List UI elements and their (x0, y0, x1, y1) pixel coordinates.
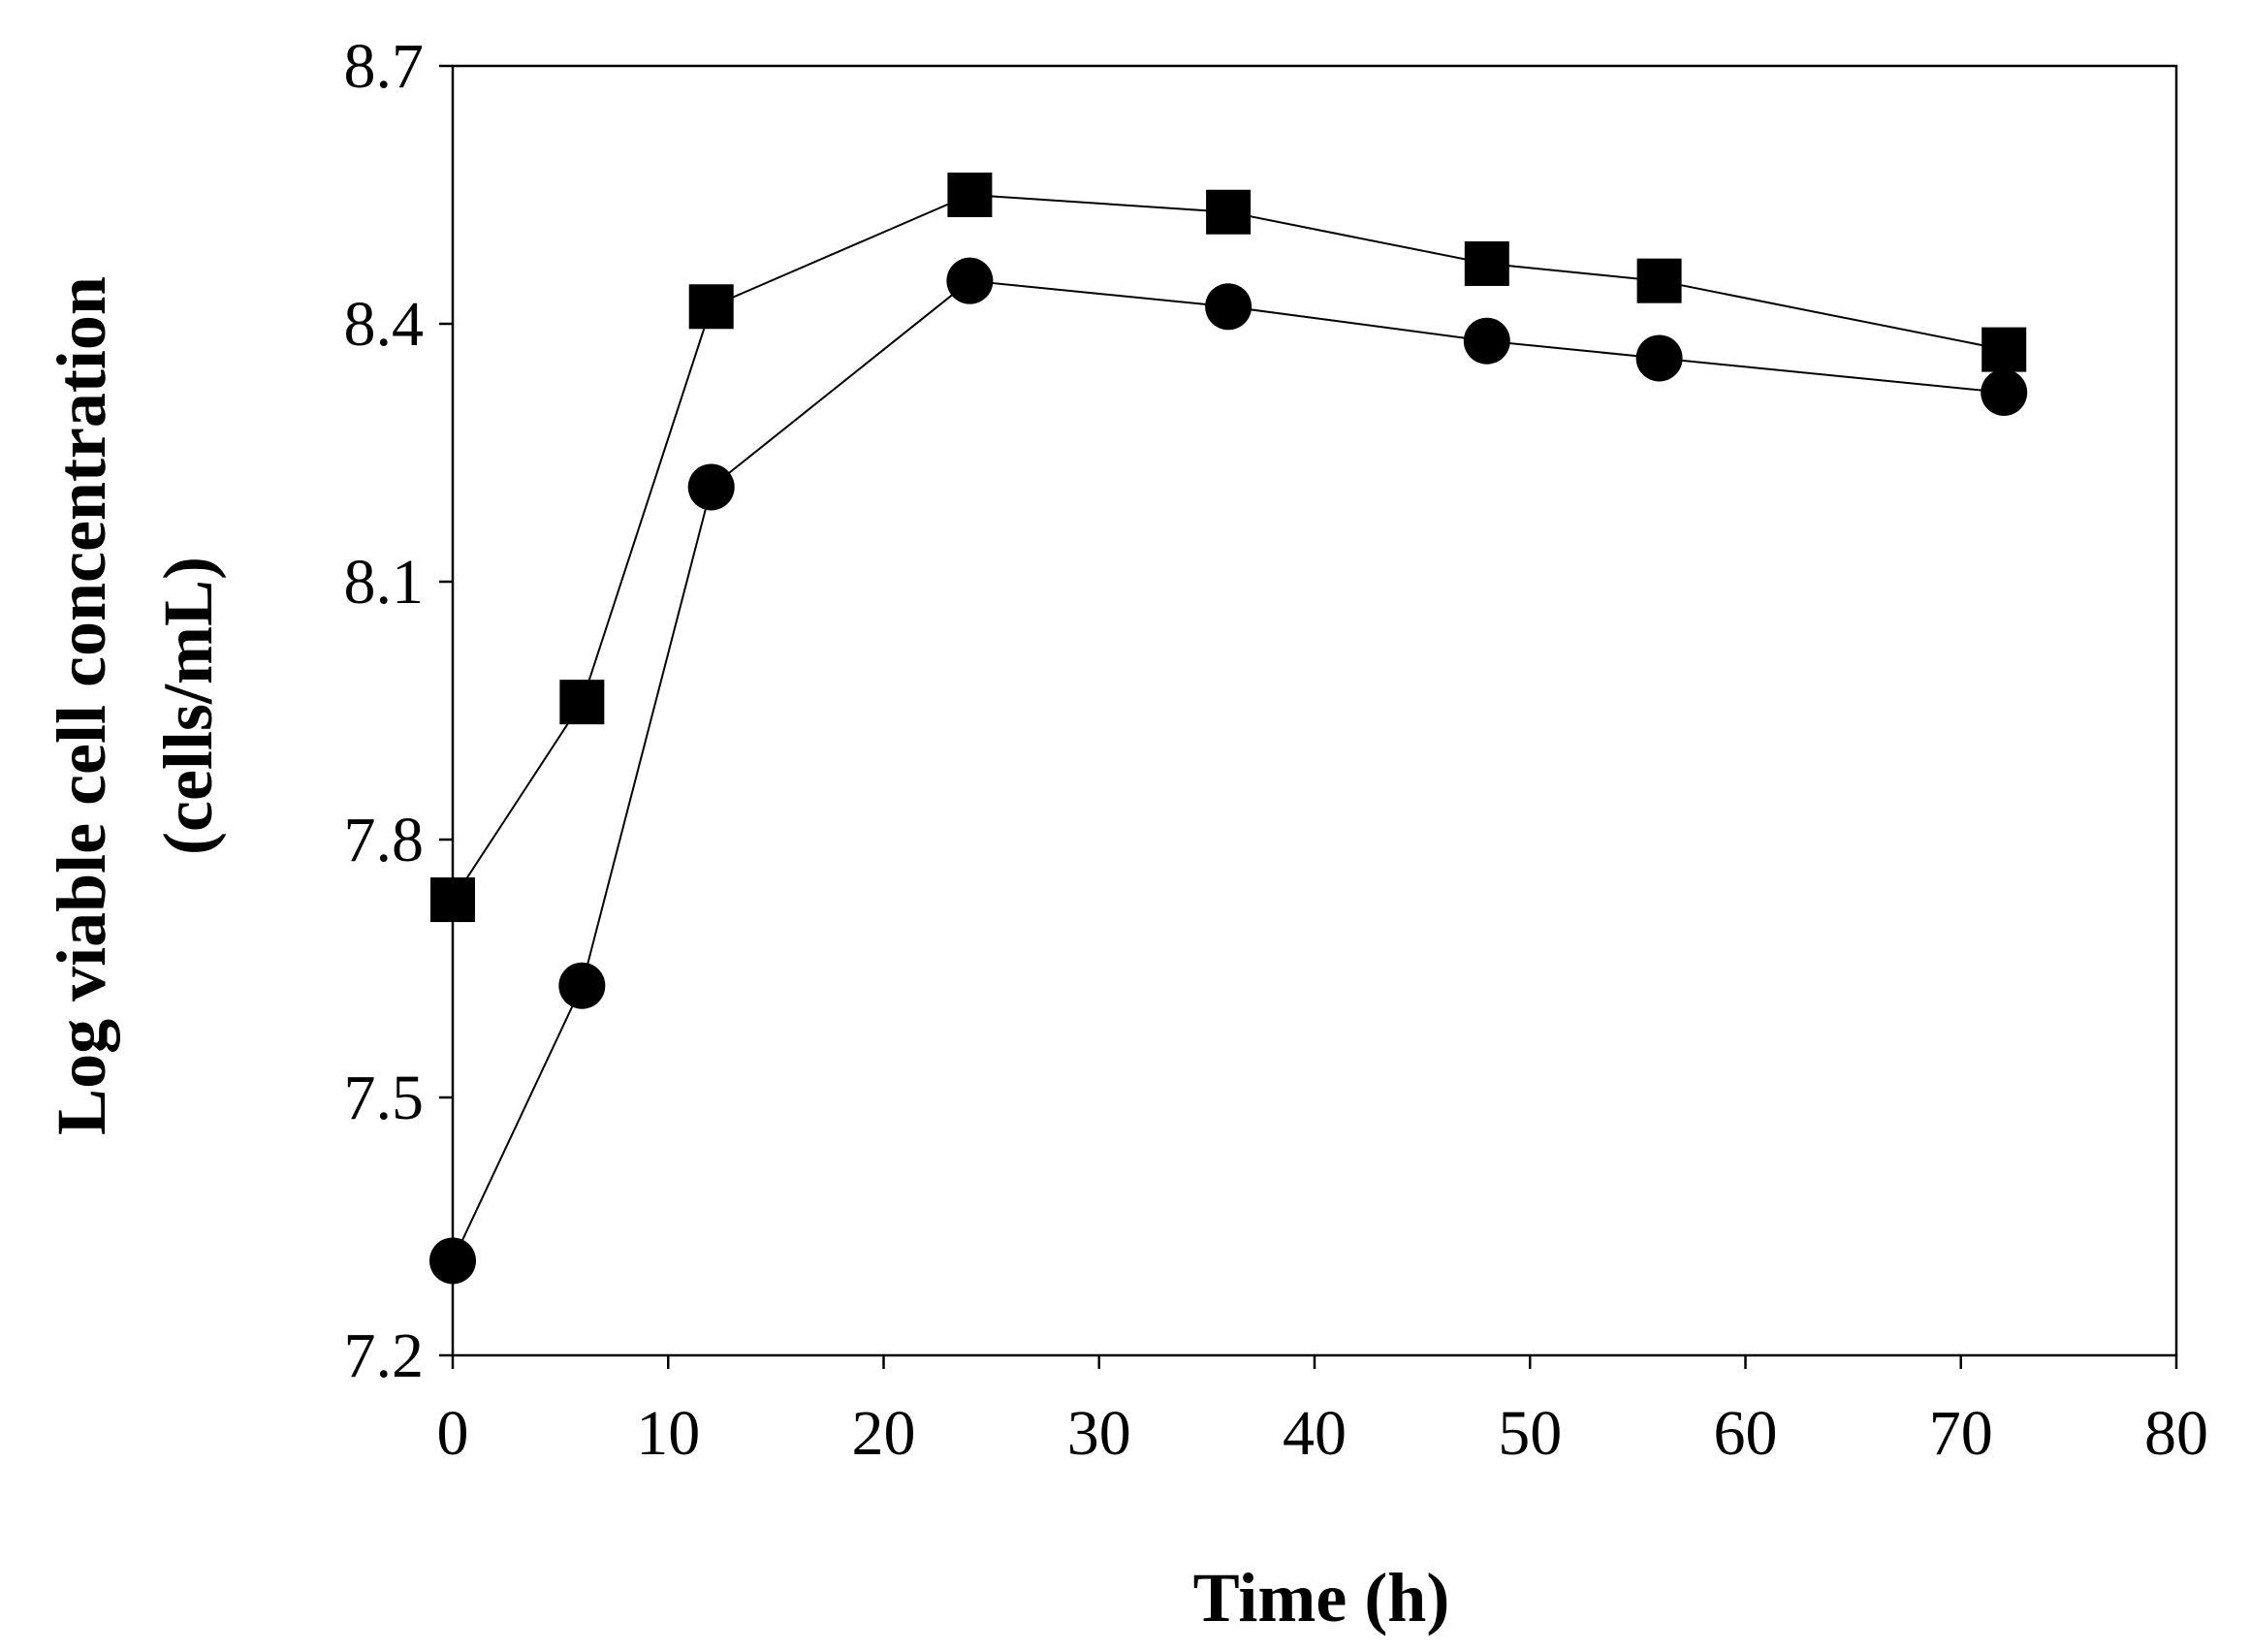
data-point-circle (946, 257, 994, 304)
x-tick-label: 30 (1067, 1398, 1131, 1469)
data-point-circle (1205, 283, 1252, 331)
y-tick-label: 7.5 (344, 1063, 425, 1133)
data-point-square (1982, 327, 2027, 372)
plot-axes: 7.2 7.5 7.8 8.1 8.4 8.7 0 10 20 30 40 50 60 70 80 (344, 31, 2209, 1469)
data-point-circle (687, 463, 735, 511)
series-line-circles (452, 279, 2005, 1261)
y-tick-label: 7.8 (344, 805, 425, 875)
data-point-square (947, 173, 993, 217)
x-tick-label: 20 (852, 1398, 916, 1469)
y-tick-label: 8.7 (344, 31, 425, 102)
data-point-square (1636, 258, 1682, 303)
x-tick-label: 70 (1929, 1398, 1993, 1469)
data-point-circle (429, 1237, 476, 1285)
data-point-square (1464, 240, 1509, 286)
data-point-square (688, 284, 734, 330)
x-tick-label: 10 (636, 1398, 700, 1469)
x-tick-label: 0 (437, 1398, 469, 1469)
y-tick-label: 8.4 (344, 289, 425, 360)
series-lines (452, 193, 2005, 1261)
data-point-square (1206, 189, 1252, 235)
x-tick-label: 80 (2144, 1398, 2208, 1469)
y-tick-label: 8.1 (344, 547, 425, 618)
y-axis-title-line-1: Log viable cell concentration (43, 276, 120, 1135)
plot-frame (451, 64, 2178, 1357)
data-point-square (430, 877, 475, 923)
x-axis-title: Time (h) (1193, 1559, 1450, 1636)
x-tick-label: 50 (1498, 1398, 1562, 1469)
series-line-squares (452, 193, 2005, 901)
data-point-circle (558, 962, 606, 1009)
y-tick-label: 7.2 (344, 1320, 425, 1391)
data-point-circle (1463, 317, 1510, 365)
x-tick-label: 40 (1283, 1398, 1347, 1469)
x-tick-label: 60 (1714, 1398, 1778, 1469)
series-markers (429, 173, 2028, 1285)
y-axis-title-line-2: (cells/mL) (149, 556, 227, 855)
data-point-circle (1981, 368, 2028, 416)
data-point-circle (1635, 334, 1683, 382)
data-point-square (559, 680, 605, 725)
